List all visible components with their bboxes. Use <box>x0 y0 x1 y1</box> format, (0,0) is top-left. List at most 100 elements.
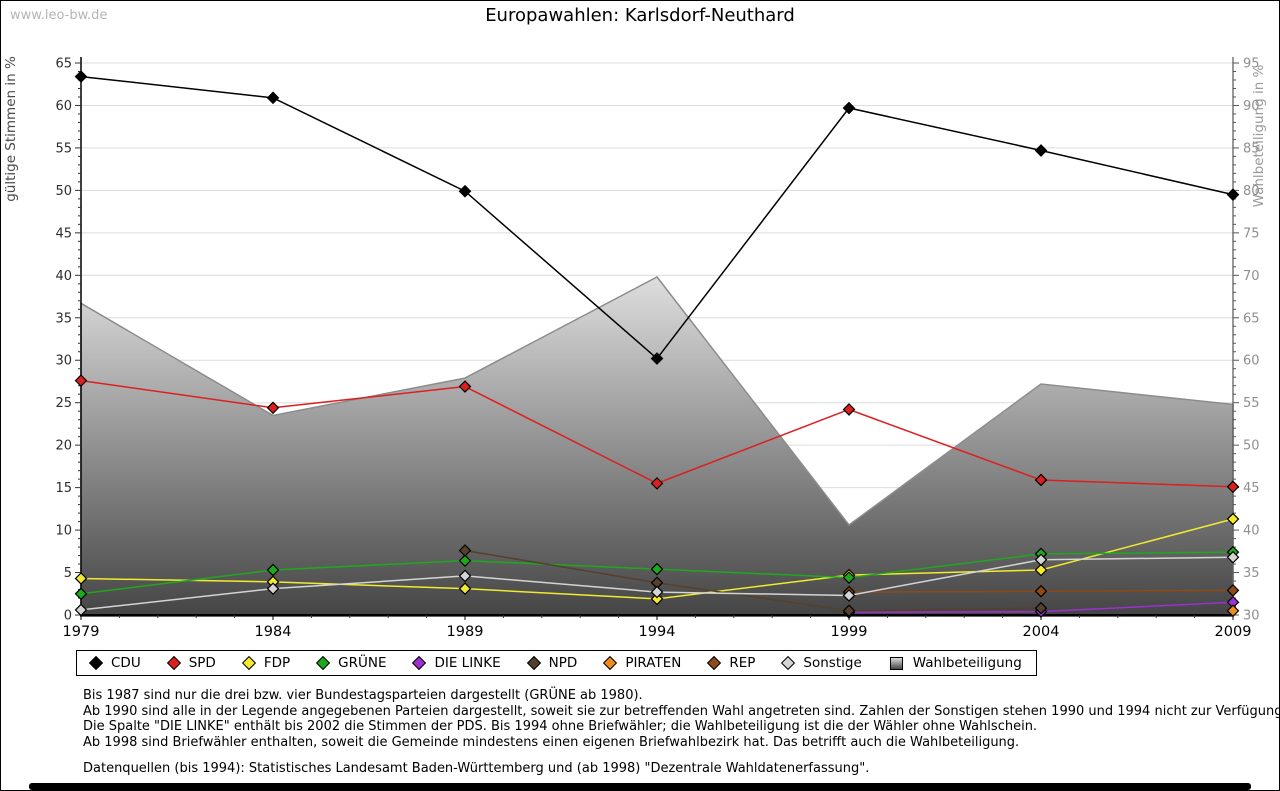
data-point <box>458 554 472 567</box>
left-axis-tick-label: 5 <box>64 566 72 581</box>
legend-diamond-marker <box>316 655 331 671</box>
right-axis-tick-label: 75 <box>1243 226 1260 241</box>
legend-item-gr-ne: GRÜNE <box>304 655 400 671</box>
left-axis-tick-label: 15 <box>55 481 72 496</box>
right-axis-tick-label: 90 <box>1243 99 1260 114</box>
right-axis-title: Wahlbeteiligung in % <box>1251 64 1267 207</box>
data-point <box>266 401 280 415</box>
data-point <box>458 380 472 393</box>
x-axis-year-label: 1999 <box>831 624 868 640</box>
legend-diamond-marker <box>88 655 104 671</box>
data-point <box>1226 550 1240 564</box>
right-axis-tick-label: 55 <box>1243 396 1260 411</box>
data-point <box>74 587 88 601</box>
data-point <box>74 572 88 585</box>
watermark: www.leo-bw.de <box>10 8 108 23</box>
right-axis-tick-label: 95 <box>1243 57 1260 72</box>
data-point <box>1226 188 1240 201</box>
data-point <box>1034 563 1048 577</box>
bottom-border-bar <box>29 783 1251 790</box>
legend-label: NPD <box>548 655 578 671</box>
data-point <box>650 352 664 365</box>
legend-diamond-marker <box>412 655 427 671</box>
data-point <box>650 562 664 576</box>
legend-item-spd: SPD <box>155 655 230 671</box>
x-axis-year-label: 2004 <box>1023 624 1060 640</box>
data-point <box>266 582 280 596</box>
data-point <box>842 571 856 584</box>
right-axis-tick-label: 65 <box>1243 311 1260 326</box>
data-point <box>458 184 472 198</box>
footnote-line: Ab 1990 sind alle in der Legende angegeb… <box>83 703 1280 719</box>
legend-label: CDU <box>111 655 141 671</box>
data-point <box>74 70 88 83</box>
legend-item-wahlbeteiligung: Wahlbeteiligung <box>876 655 1036 671</box>
data-point <box>842 589 856 602</box>
left-axis-tick-label: 25 <box>55 396 72 411</box>
legend-diamond-marker <box>526 655 541 671</box>
x-axis-year-label: 1979 <box>63 624 100 640</box>
legend-item-piraten: PIRATEN <box>591 655 695 671</box>
x-axis-year-label: 1989 <box>447 624 484 640</box>
legend-item-cdu: CDU <box>77 655 155 671</box>
right-axis-tick-label: 50 <box>1243 439 1260 454</box>
data-point <box>1034 553 1048 567</box>
legend-label: SPD <box>188 655 216 671</box>
legend-diamond-marker <box>781 655 796 671</box>
data-point <box>1226 512 1240 526</box>
data-point <box>842 101 856 115</box>
data-point <box>266 91 280 105</box>
data-point <box>1226 480 1240 494</box>
legend-label: GRÜNE <box>338 655 387 671</box>
left-axis-tick-label: 65 <box>55 57 72 72</box>
data-point <box>458 544 472 557</box>
data-point <box>74 374 88 387</box>
data-point <box>650 585 664 599</box>
legend-label: PIRATEN <box>625 655 682 671</box>
legend-label: Sonstige <box>803 655 862 671</box>
legend-item-die-linke: DIE LINKE <box>400 655 514 671</box>
series-fdp <box>74 512 1240 606</box>
left-axis-tick-label: 40 <box>55 269 72 284</box>
legend-label: REP <box>729 655 756 671</box>
data-point <box>1226 604 1240 618</box>
left-axis-tick-label: 30 <box>55 354 72 369</box>
legend-item-rep: REP <box>695 655 769 671</box>
data-point <box>650 477 664 490</box>
left-axis-tick-label: 55 <box>55 141 72 156</box>
left-axis-tick-label: 45 <box>55 226 72 241</box>
data-point <box>1034 473 1048 487</box>
data-point <box>1226 584 1240 597</box>
data-point <box>1034 144 1048 157</box>
x-axis-year-label: 1984 <box>255 624 292 640</box>
data-point <box>266 563 280 577</box>
data-point <box>842 604 856 618</box>
series-cdu <box>74 70 1240 365</box>
legend-diamond-marker <box>707 655 722 671</box>
left-axis-tick-label: 20 <box>55 439 72 454</box>
legend-label: DIE LINKE <box>434 655 501 671</box>
series-npd <box>458 544 1048 618</box>
data-point <box>1034 601 1048 615</box>
page-title: Europawahlen: Karlsdorf-Neuthard <box>485 5 795 26</box>
chart-legend: CDU SPD FDP GRÜNE DIE LINKE NPD PIRATEN REP Sons… <box>76 650 1037 676</box>
chart-footnotes: Bis 1987 sind nur die drei bzw. vier Bun… <box>83 688 1280 777</box>
legend-label: Wahlbeteiligung <box>912 655 1022 671</box>
right-axis-tick-label: 30 <box>1243 609 1260 624</box>
legend-item-sonstige: Sonstige <box>769 655 875 671</box>
legend-diamond-marker <box>603 655 618 671</box>
right-axis-tick-label: 70 <box>1243 269 1260 284</box>
right-axis-tick-label: 60 <box>1243 354 1260 369</box>
legend-diamond-marker <box>166 655 181 671</box>
footnote-line: Ab 1998 sind Briefwähler enthalten, sowe… <box>83 734 1020 750</box>
footnote-line: Die Spalte "DIE LINKE" enthält bis 2002 … <box>83 719 1038 734</box>
right-axis-tick-label: 80 <box>1243 184 1260 199</box>
series-piraten <box>1226 604 1240 618</box>
right-axis-tick-label: 45 <box>1243 481 1260 496</box>
legend-item-fdp: FDP <box>230 655 304 671</box>
data-point <box>1034 584 1048 598</box>
left-axis-tick-label: 50 <box>55 184 72 199</box>
left-axis-tick-label: 60 <box>55 99 72 114</box>
series-sonstige <box>74 550 1240 617</box>
